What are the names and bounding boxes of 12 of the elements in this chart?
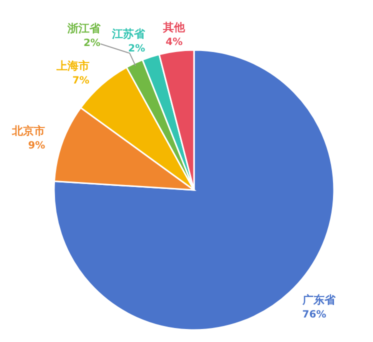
- slice-label: 浙江省: [66, 22, 102, 35]
- slice-label: 广东省: [301, 293, 336, 306]
- slice-label: 其他: [162, 21, 186, 34]
- slice-label: 江苏省: [111, 28, 146, 41]
- data-label: 7%: [72, 75, 90, 86]
- data-label: 9%: [28, 140, 46, 152]
- slice-label: 上海市: [55, 59, 90, 72]
- slice-label: 北京市: [11, 124, 46, 138]
- data-label: 2%: [128, 44, 146, 55]
- data-label: 76%: [302, 309, 326, 320]
- data-label: 4%: [166, 37, 183, 48]
- data-label: 2%: [83, 38, 100, 49]
